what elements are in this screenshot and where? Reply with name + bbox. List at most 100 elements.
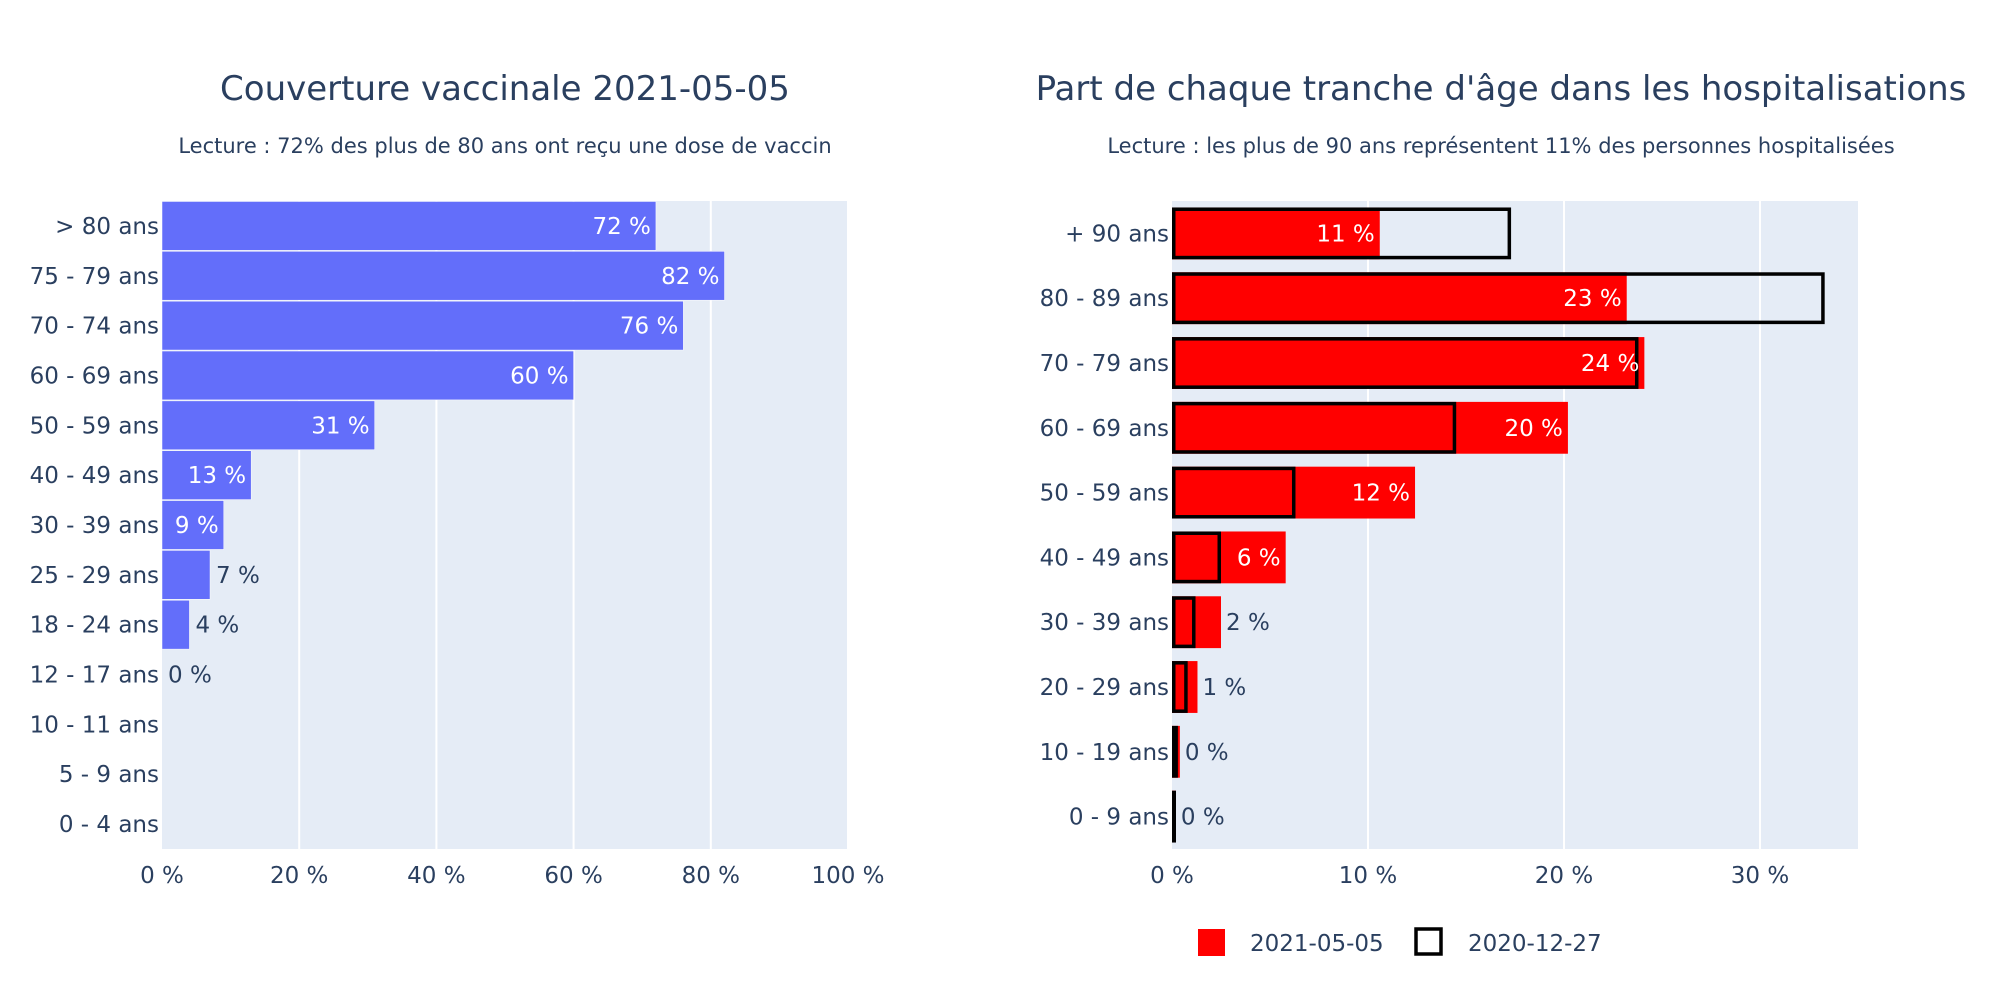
left-y-tick-label: 0 - 4 ans (59, 812, 159, 838)
left-data-label: 72 % (592, 214, 650, 240)
right-outline-bar[interactable] (1172, 790, 1176, 843)
left-y-tick-label: 12 - 17 ans (30, 663, 159, 689)
right-data-label: 11 % (1316, 221, 1374, 247)
left-data-label: 60 % (510, 363, 568, 389)
left-bar[interactable] (161, 350, 574, 401)
left-data-label: 9 % (175, 513, 219, 539)
right-outline-bar[interactable] (1172, 466, 1296, 519)
right-data-label: 1 % (1202, 675, 1246, 701)
left-y-tick-label: 10 - 11 ans (30, 712, 159, 738)
left-x-tick-label: 40 % (407, 863, 465, 889)
right-chart-subtitle: Lecture : les plus de 90 ans représenten… (1107, 134, 1894, 158)
left-data-label: 0 % (168, 663, 212, 689)
left-bar[interactable] (161, 550, 211, 600)
hospitalisation-share-chart: Part de chaque tranche d'âge dans les ho… (1036, 69, 1967, 957)
left-y-tick-label: 30 - 39 ans (30, 513, 159, 539)
left-x-tick-label: 100 % (811, 863, 884, 889)
right-outline-bar[interactable] (1172, 272, 1825, 325)
right-data-label: 20 % (1504, 416, 1562, 442)
right-y-tick-label: 80 - 89 ans (1040, 286, 1169, 312)
right-data-label: 24 % (1581, 351, 1639, 377)
right-y-tick-label: 70 - 79 ans (1040, 351, 1169, 377)
left-y-tick-labels: > 80 ans 75 - 79 ans 70 - 74 ans 60 - 69 an… (30, 214, 159, 838)
right-data-label: 0 % (1185, 740, 1229, 766)
left-bars (161, 201, 725, 650)
left-x-tick-labels: 0 % 20 % 40 % 60 % 80 % 100 % (140, 863, 884, 889)
right-outline-bar[interactable] (1172, 725, 1178, 778)
right-y-tick-label: 10 - 19 ans (1040, 740, 1169, 766)
left-data-label: 4 % (195, 613, 239, 639)
right-outline-bars (1172, 207, 1825, 843)
right-outline-bar[interactable] (1172, 337, 1639, 389)
left-y-tick-label: > 80 ans (55, 214, 159, 240)
left-y-tick-label: 60 - 69 ans (30, 363, 159, 389)
right-outline-bar[interactable] (1172, 661, 1188, 713)
right-outline-bar[interactable] (1172, 401, 1457, 454)
left-bar[interactable] (161, 400, 375, 450)
left-y-tick-label: 5 - 9 ans (59, 762, 159, 788)
legend-swatch-filled (1198, 929, 1225, 956)
right-x-tick-label: 10 % (1339, 863, 1397, 889)
right-y-tick-label: + 90 ans (1065, 221, 1169, 247)
legend-label-2020-12-27: 2020-12-27 (1468, 931, 1602, 957)
legend-swatch-outline (1414, 927, 1443, 956)
left-data-label: 76 % (620, 314, 678, 340)
legend-item-2020-12-27[interactable]: 2020-12-27 (1414, 927, 1602, 957)
right-y-tick-label: 60 - 69 ans (1040, 416, 1169, 442)
left-bar[interactable] (161, 450, 252, 500)
right-x-tick-label: 20 % (1535, 863, 1593, 889)
legend-item-2021-05-05[interactable]: 2021-05-05 (1198, 929, 1384, 957)
right-filled-bar[interactable] (1172, 531, 1286, 584)
left-data-label: 13 % (188, 463, 246, 489)
left-data-label: 7 % (216, 563, 260, 589)
right-y-tick-labels: + 90 ans 80 - 89 ans 70 - 79 ans 60 - 69 an… (1040, 221, 1169, 830)
right-outline-bar[interactable] (1172, 531, 1221, 584)
right-filled-bar[interactable] (1172, 272, 1627, 325)
left-x-tick-label: 20 % (270, 863, 328, 889)
left-y-tick-label: 40 - 49 ans (30, 463, 159, 489)
right-data-labels: 11 % 23 % 24 % 20 % 12 % 6 % 2 % 1 % 0 % 0 % (1181, 221, 1639, 830)
right-y-tick-label: 40 - 49 ans (1040, 545, 1169, 571)
right-outline-bar[interactable] (1172, 207, 1512, 260)
left-data-labels: 72 % 82 % 76 % 60 % 31 % 13 % 9 % 7 % 4 % 0 % (168, 214, 720, 689)
right-data-label: 23 % (1563, 286, 1621, 312)
right-y-tick-label: 20 - 29 ans (1040, 675, 1169, 701)
right-filled-bar[interactable] (1172, 207, 1380, 260)
right-filled-bar[interactable] (1172, 596, 1221, 649)
left-x-tick-label: 60 % (544, 863, 602, 889)
right-x-tick-label: 0 % (1150, 863, 1194, 889)
right-y-tick-label: 30 - 39 ans (1040, 610, 1169, 636)
right-chart-title: Part de chaque tranche d'âge dans les ho… (1036, 69, 1967, 109)
right-filled-bar[interactable] (1172, 401, 1568, 454)
right-x-tick-label: 30 % (1731, 863, 1789, 889)
right-filled-bars (1172, 207, 1645, 843)
left-y-tick-label: 75 - 79 ans (30, 264, 159, 290)
left-bar[interactable] (161, 500, 224, 550)
left-bar[interactable] (161, 251, 725, 301)
left-chart-subtitle: Lecture : 72% des plus de 80 ans ont reç… (178, 134, 831, 158)
left-bar[interactable] (161, 201, 657, 251)
left-bar[interactable] (161, 300, 684, 351)
right-data-label: 0 % (1181, 805, 1225, 831)
left-bar[interactable] (161, 600, 190, 650)
legend-label-2021-05-05: 2021-05-05 (1250, 931, 1384, 957)
left-y-tick-label: 50 - 59 ans (30, 413, 159, 439)
right-x-tick-labels: 0 % 10 % 20 % 30 % (1150, 863, 1789, 889)
right-filled-bar[interactable] (1172, 337, 1645, 389)
right-data-label: 2 % (1226, 610, 1270, 636)
left-data-label: 82 % (661, 264, 719, 290)
left-x-tick-label: 0 % (140, 863, 184, 889)
legend[interactable]: 2021-05-05 2020-12-27 (1198, 927, 1602, 957)
vaccination-coverage-chart: Couverture vaccinale 2021-05-05 Lecture … (30, 69, 885, 889)
right-data-label: 12 % (1352, 481, 1410, 507)
left-chart-title: Couverture vaccinale 2021-05-05 (220, 69, 790, 109)
left-y-tick-label: 18 - 24 ans (30, 613, 159, 639)
right-data-label: 6 % (1237, 545, 1281, 571)
right-y-tick-label: 50 - 59 ans (1040, 481, 1169, 507)
left-data-label: 31 % (311, 413, 369, 439)
left-y-tick-label: 70 - 74 ans (30, 314, 159, 340)
left-x-tick-label: 80 % (682, 863, 740, 889)
right-outline-bar[interactable] (1172, 596, 1196, 649)
right-y-tick-label: 0 - 9 ans (1069, 805, 1169, 831)
